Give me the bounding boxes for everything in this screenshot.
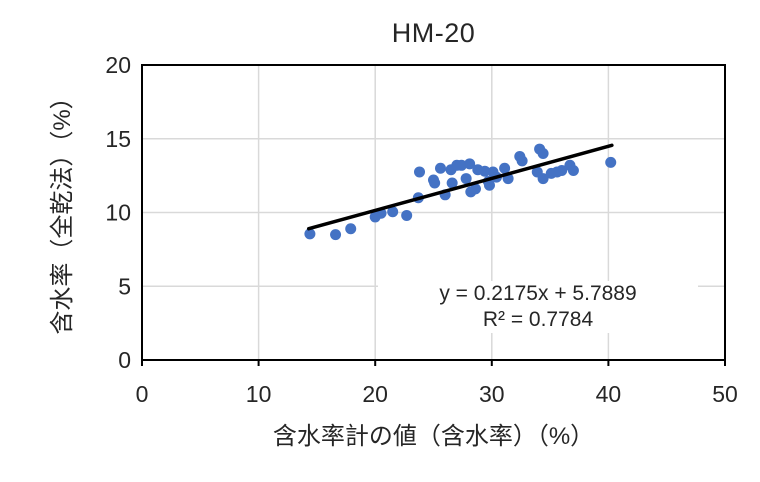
data-point bbox=[401, 209, 413, 221]
data-point bbox=[414, 166, 426, 178]
data-point bbox=[605, 156, 617, 168]
trendline bbox=[306, 143, 614, 231]
data-point bbox=[446, 177, 458, 189]
data-point bbox=[429, 177, 441, 189]
data-point bbox=[537, 148, 549, 159]
data-point bbox=[479, 165, 491, 177]
data-point bbox=[330, 229, 342, 241]
data-point bbox=[516, 155, 528, 167]
y-tick-label: 5 bbox=[118, 273, 131, 299]
data-point bbox=[434, 162, 446, 174]
x-tick-label: 30 bbox=[479, 381, 505, 407]
x-tick-label: 0 bbox=[136, 381, 149, 407]
y-tick-label: 20 bbox=[105, 52, 131, 78]
data-point bbox=[460, 173, 472, 185]
x-tick-label: 10 bbox=[246, 381, 272, 407]
trendline-equation: y = 0.2175x + 5.7889 bbox=[439, 282, 637, 305]
y-axis-title: 含水率（全乾法）（%） bbox=[49, 85, 76, 335]
y-tick-label: 0 bbox=[118, 347, 131, 373]
data-point bbox=[567, 164, 579, 176]
data-point bbox=[556, 164, 568, 176]
x-tick-label: 20 bbox=[362, 381, 388, 407]
data-point bbox=[304, 228, 316, 240]
data-point bbox=[499, 162, 511, 174]
x-tick-label: 40 bbox=[596, 381, 622, 407]
x-axis-title: 含水率計の値（含水率）（%） bbox=[272, 423, 595, 450]
data-point bbox=[345, 223, 357, 235]
plot-border bbox=[141, 64, 726, 361]
trendline-label: y = 0.2175x + 5.7889 R² = 0.7784 bbox=[378, 281, 698, 333]
trendline-r-squared: R² = 0.7784 bbox=[482, 308, 594, 331]
y-tick-label: 10 bbox=[105, 200, 131, 226]
x-tick-label: 50 bbox=[712, 381, 738, 407]
data-point bbox=[469, 183, 481, 195]
y-tick-label: 15 bbox=[105, 126, 131, 152]
chart-title: HM-20 bbox=[391, 18, 476, 48]
data-point bbox=[537, 173, 549, 185]
data-point bbox=[464, 158, 476, 170]
data-point bbox=[455, 159, 467, 171]
data-point bbox=[483, 179, 495, 191]
data-point bbox=[387, 206, 399, 218]
